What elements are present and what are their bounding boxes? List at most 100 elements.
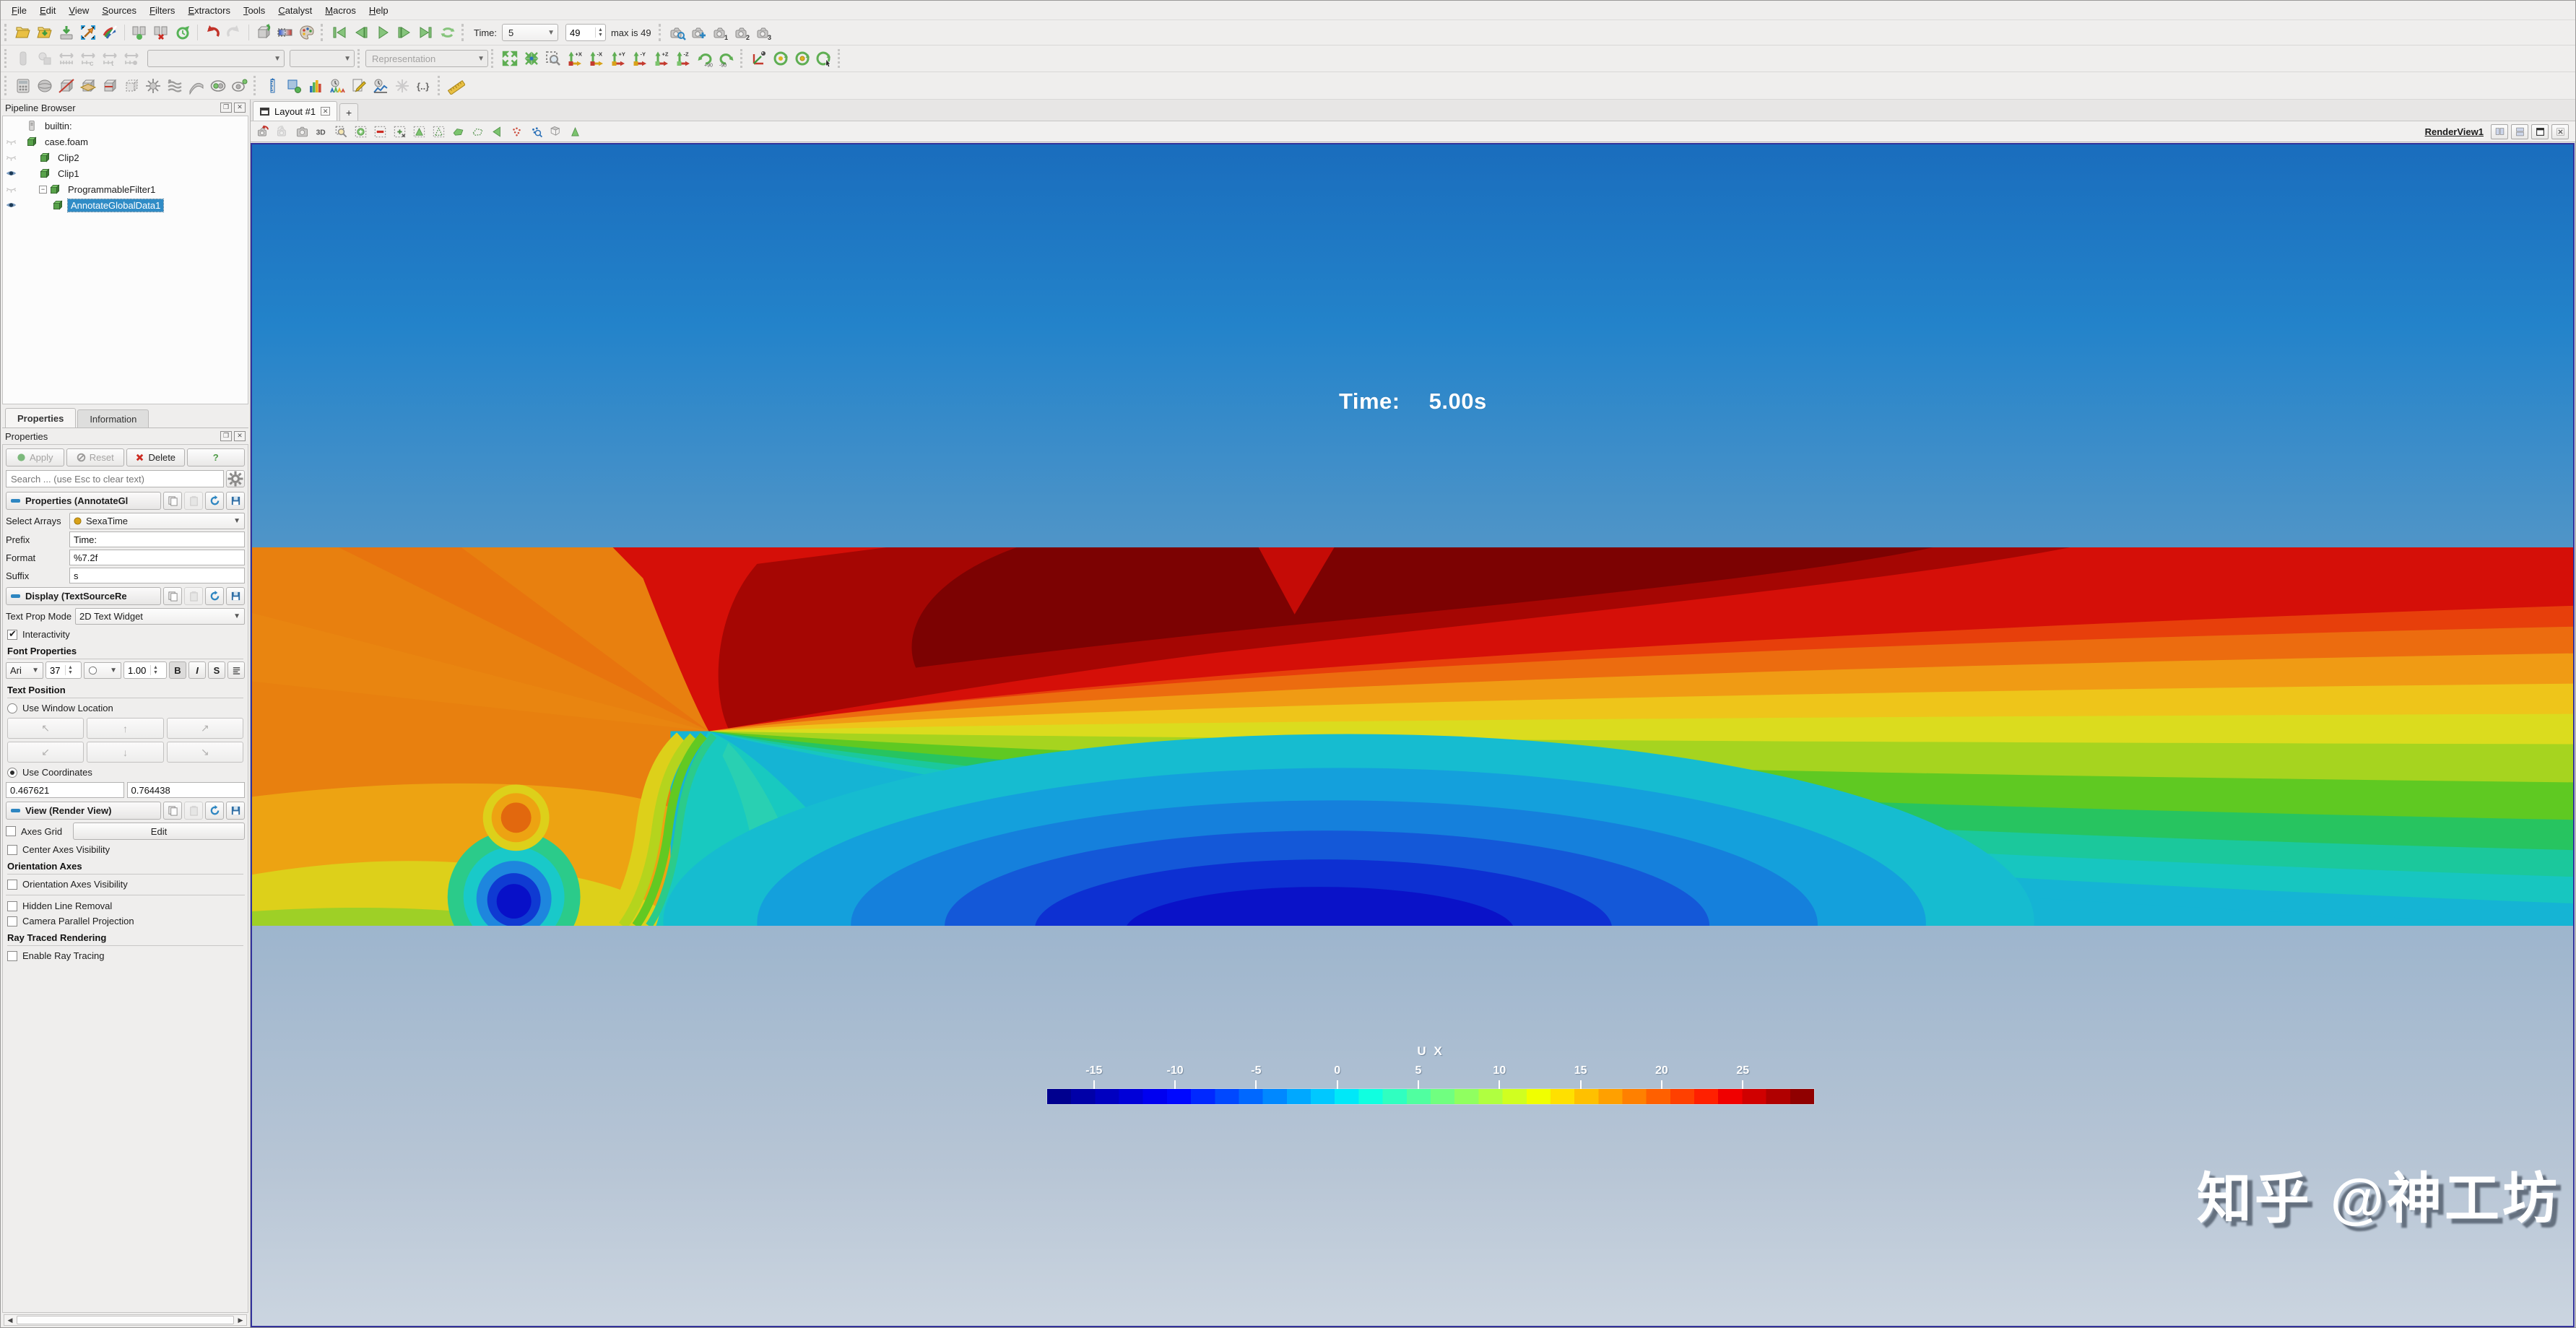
horizontal-scrollbar[interactable]: ◀ ▶ (4, 1314, 247, 1326)
pipeline-item-label[interactable]: ProgrammableFilter1 (68, 183, 156, 195)
font-family-combo[interactable]: Ari ▼ (6, 661, 43, 679)
frame-input[interactable] (566, 27, 596, 38)
pipeline-item-clip2[interactable]: Clip2 (3, 149, 248, 165)
plot-selection-over-time-icon[interactable] (370, 75, 391, 96)
save-defaults-icon[interactable] (226, 587, 245, 605)
reload-icon[interactable] (205, 587, 224, 605)
selection-add-icon[interactable] (352, 123, 370, 140)
play-icon[interactable] (372, 22, 394, 43)
view-plus-y-icon[interactable]: +Y (607, 48, 629, 69)
search-input[interactable] (6, 470, 224, 487)
menu-sources[interactable]: Sources (102, 4, 137, 16)
zoom-box-icon[interactable] (332, 123, 350, 140)
interactive-select-cells-icon[interactable] (508, 123, 526, 140)
font-opacity-spinbox[interactable]: ▲▼ (123, 661, 167, 679)
axes-grid-checkbox[interactable] (6, 826, 16, 836)
scrollbar-thumb[interactable] (17, 1316, 234, 1324)
add-layout-tab-button[interactable]: + (339, 103, 359, 121)
warp-by-vector-icon[interactable] (186, 75, 207, 96)
connect-icon[interactable] (129, 22, 150, 43)
split-horizontal-button[interactable] (2491, 123, 2508, 139)
format-field[interactable]: %7.2f (69, 550, 245, 565)
copy-icon[interactable] (163, 492, 182, 510)
section-display-toggle[interactable]: Display (TextSourceRe (6, 587, 161, 605)
coordinate-y-field[interactable]: 0.764438 (126, 782, 245, 798)
center-axes-visibility-checkbox[interactable] (7, 844, 17, 855)
save-screenshot-icon[interactable] (77, 22, 99, 43)
hidden-line-removal-checkbox[interactable] (7, 900, 17, 911)
tab-properties[interactable]: Properties (5, 408, 77, 428)
last-frame-icon[interactable] (415, 22, 437, 43)
pipeline-item-programmablefilter1[interactable]: − ProgrammableFilter1 (3, 181, 248, 197)
float-panel-button[interactable]: ❐ (220, 103, 232, 113)
view-minus-z-icon[interactable]: -Z (672, 48, 694, 69)
reset-camera-icon[interactable] (499, 48, 521, 69)
calculator-icon[interactable] (12, 75, 34, 96)
plot-over-line-icon[interactable] (283, 75, 305, 96)
group-datasets-icon[interactable] (207, 75, 229, 96)
orientation-axes-visibility-checkbox[interactable] (7, 879, 17, 890)
disconnect-icon[interactable] (150, 22, 172, 43)
show-orientation-axes-icon[interactable] (748, 48, 770, 69)
histogram-icon[interactable] (305, 75, 326, 96)
zoom-to-data-icon[interactable] (521, 48, 542, 69)
copy-icon[interactable] (163, 802, 182, 820)
contour-icon[interactable] (34, 75, 56, 96)
time-value-combo[interactable]: 5 ▼ (502, 24, 559, 41)
select-arrays-combo[interactable]: SexaTime ▼ (69, 513, 245, 529)
previous-frame-icon[interactable] (350, 22, 372, 43)
eye-hidden-icon[interactable] (3, 153, 19, 162)
gear-icon[interactable] (226, 470, 245, 487)
color-legend[interactable]: U X -15 -10 -5 0 5 10 15 20 25 (1047, 1044, 1814, 1109)
font-opacity-input[interactable] (124, 664, 150, 676)
probe-location-icon[interactable] (261, 75, 283, 96)
save-file-icon[interactable] (34, 22, 56, 43)
add-camera-link-icon[interactable] (688, 22, 710, 43)
menu-edit[interactable]: Edit (39, 4, 56, 16)
menu-macros[interactable]: Macros (325, 4, 356, 16)
rotate-90-cw-icon[interactable]: +90 (694, 48, 716, 69)
align-icon[interactable] (227, 661, 245, 679)
programmable-filter-icon[interactable] (348, 75, 370, 96)
split-vertical-button[interactable] (2511, 123, 2528, 139)
italic-button[interactable]: I (188, 661, 206, 679)
render-viewport[interactable]: Time: 5.00s U X -15 -10 -5 0 5 10 15 20 25 知乎 @神… (251, 143, 2575, 1327)
text-prop-mode-combo[interactable]: 2D Text Widget ▼ (75, 608, 245, 625)
capture-screenshot-icon[interactable] (293, 123, 311, 140)
section-view-toggle[interactable]: View (Render View) (6, 802, 161, 820)
pipeline-item-clip1[interactable]: Clip1 (3, 165, 248, 181)
save-data-icon[interactable] (56, 22, 77, 43)
loop-icon[interactable] (437, 22, 459, 43)
pipeline-item-builtin[interactable]: builtin: (3, 118, 248, 134)
eye-visible-icon[interactable] (3, 201, 19, 209)
frame-spinbox[interactable]: ▲▼ (565, 24, 606, 41)
close-panel-button[interactable]: ✕ (234, 431, 246, 441)
reload-icon[interactable] (205, 802, 224, 820)
zoom-to-box-icon[interactable] (542, 48, 564, 69)
pipeline-item-label[interactable]: Clip2 (58, 152, 79, 163)
reload-icon[interactable] (205, 492, 224, 510)
eye-visible-icon[interactable] (3, 169, 19, 178)
menu-view[interactable]: View (69, 4, 90, 16)
shadow-button[interactable]: S (208, 661, 225, 679)
select-points-polygon-icon[interactable] (469, 123, 487, 140)
pipeline-item-label[interactable]: builtin: (45, 120, 72, 131)
view-minus-y-icon[interactable]: -Y (629, 48, 651, 69)
use-coordinates-radio[interactable] (7, 767, 17, 778)
pipeline-item-casefoam[interactable]: case.foam (3, 134, 248, 149)
font-size-spinbox[interactable]: ▲▼ (45, 661, 82, 679)
open-file-icon[interactable] (12, 22, 34, 43)
hover-cells-icon[interactable] (547, 123, 565, 140)
interactive-select-points-icon[interactable] (527, 123, 545, 140)
bold-button[interactable]: B (169, 661, 186, 679)
auto-apply-icon[interactable] (253, 22, 274, 43)
prefix-field[interactable]: Time: (69, 531, 245, 547)
color-palette-icon[interactable] (296, 22, 318, 43)
time-annotation[interactable]: Time: 5.00s (1339, 389, 1487, 415)
plot-global-variables-icon[interactable] (326, 75, 348, 96)
threshold-icon[interactable] (99, 75, 121, 96)
close-button[interactable] (2551, 123, 2569, 139)
pipeline-item-label[interactable]: Clip1 (58, 168, 79, 179)
camera-link-2-icon[interactable]: 2 (732, 22, 753, 43)
font-size-input[interactable] (46, 664, 65, 676)
